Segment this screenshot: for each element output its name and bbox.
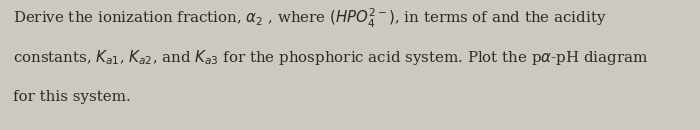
Text: for this system.: for this system. <box>13 90 130 104</box>
Text: Derive the ionization fraction, $\alpha_2$ , where $(HPO_4^{2-})$, in terms of a: Derive the ionization fraction, $\alpha_… <box>13 6 606 30</box>
Text: constants, $K_{a1}$, $K_{a2}$, and $K_{a3}$ for the phosphoric acid system. Plot: constants, $K_{a1}$, $K_{a2}$, and $K_{a… <box>13 48 648 67</box>
